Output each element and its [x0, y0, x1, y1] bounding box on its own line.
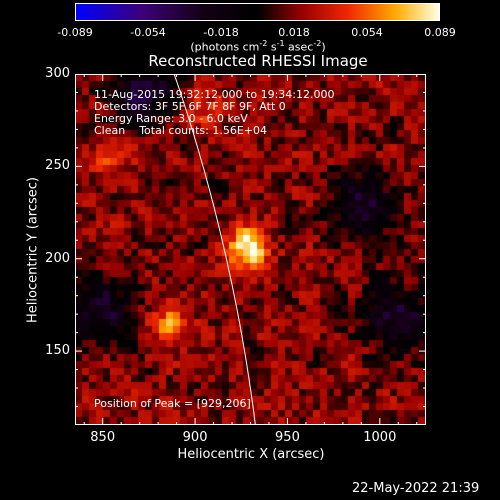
plot-overlay — [75, 74, 426, 425]
axis-ticks — [75, 74, 426, 425]
y-tick-label: 250 — [45, 158, 70, 174]
colorbar-tick-label: -0.054 — [130, 26, 166, 39]
peak-position: Position of Peak = [929,206] — [94, 397, 251, 410]
colorbar-tick-label: 0.089 — [424, 26, 456, 39]
footer-timestamp: 22-May-2022 21:39 — [352, 481, 480, 496]
x-tick-label: 1000 — [363, 430, 397, 445]
colorbar-tick-label: 0.054 — [351, 26, 383, 39]
y-tick-label: 300 — [45, 66, 70, 81]
info-energy: Energy Range: 3.0 - 6.0 keV — [94, 112, 248, 125]
colorbar-tick-label: -0.089 — [57, 26, 93, 39]
x-tick-label: 850 — [90, 430, 116, 445]
y-tick-label: 200 — [45, 250, 70, 266]
colorbar-tick-label: -0.018 — [203, 26, 239, 39]
info-detectors: Detectors: 3F 5F 6F 7F 8F 9F, Att 0 — [94, 100, 286, 113]
colorbar-tick-label: 0.018 — [278, 26, 310, 39]
colorbar — [75, 3, 440, 21]
y-tick-label: 150 — [45, 343, 70, 359]
x-tick-label: 900 — [182, 430, 208, 445]
x-tick-label: 950 — [275, 430, 300, 445]
solar-limb-line — [173, 74, 256, 425]
info-counts: Clean Total counts: 1.56E+04 — [94, 124, 268, 137]
rhessi-image — [75, 74, 426, 425]
x-axis-label: Heliocentric X (arcsec) — [177, 447, 325, 462]
y-axis-label: Heliocentric Y (arcsec) — [25, 177, 41, 323]
plot-title: Reconstructed RHESSI Image — [148, 52, 368, 70]
colorbar-units: (photons cm-2 s-1 asec-2) — [190, 39, 326, 54]
info-time: 11-Aug-2015 19:32:12.000 to 19:34:12.000 — [94, 88, 335, 101]
